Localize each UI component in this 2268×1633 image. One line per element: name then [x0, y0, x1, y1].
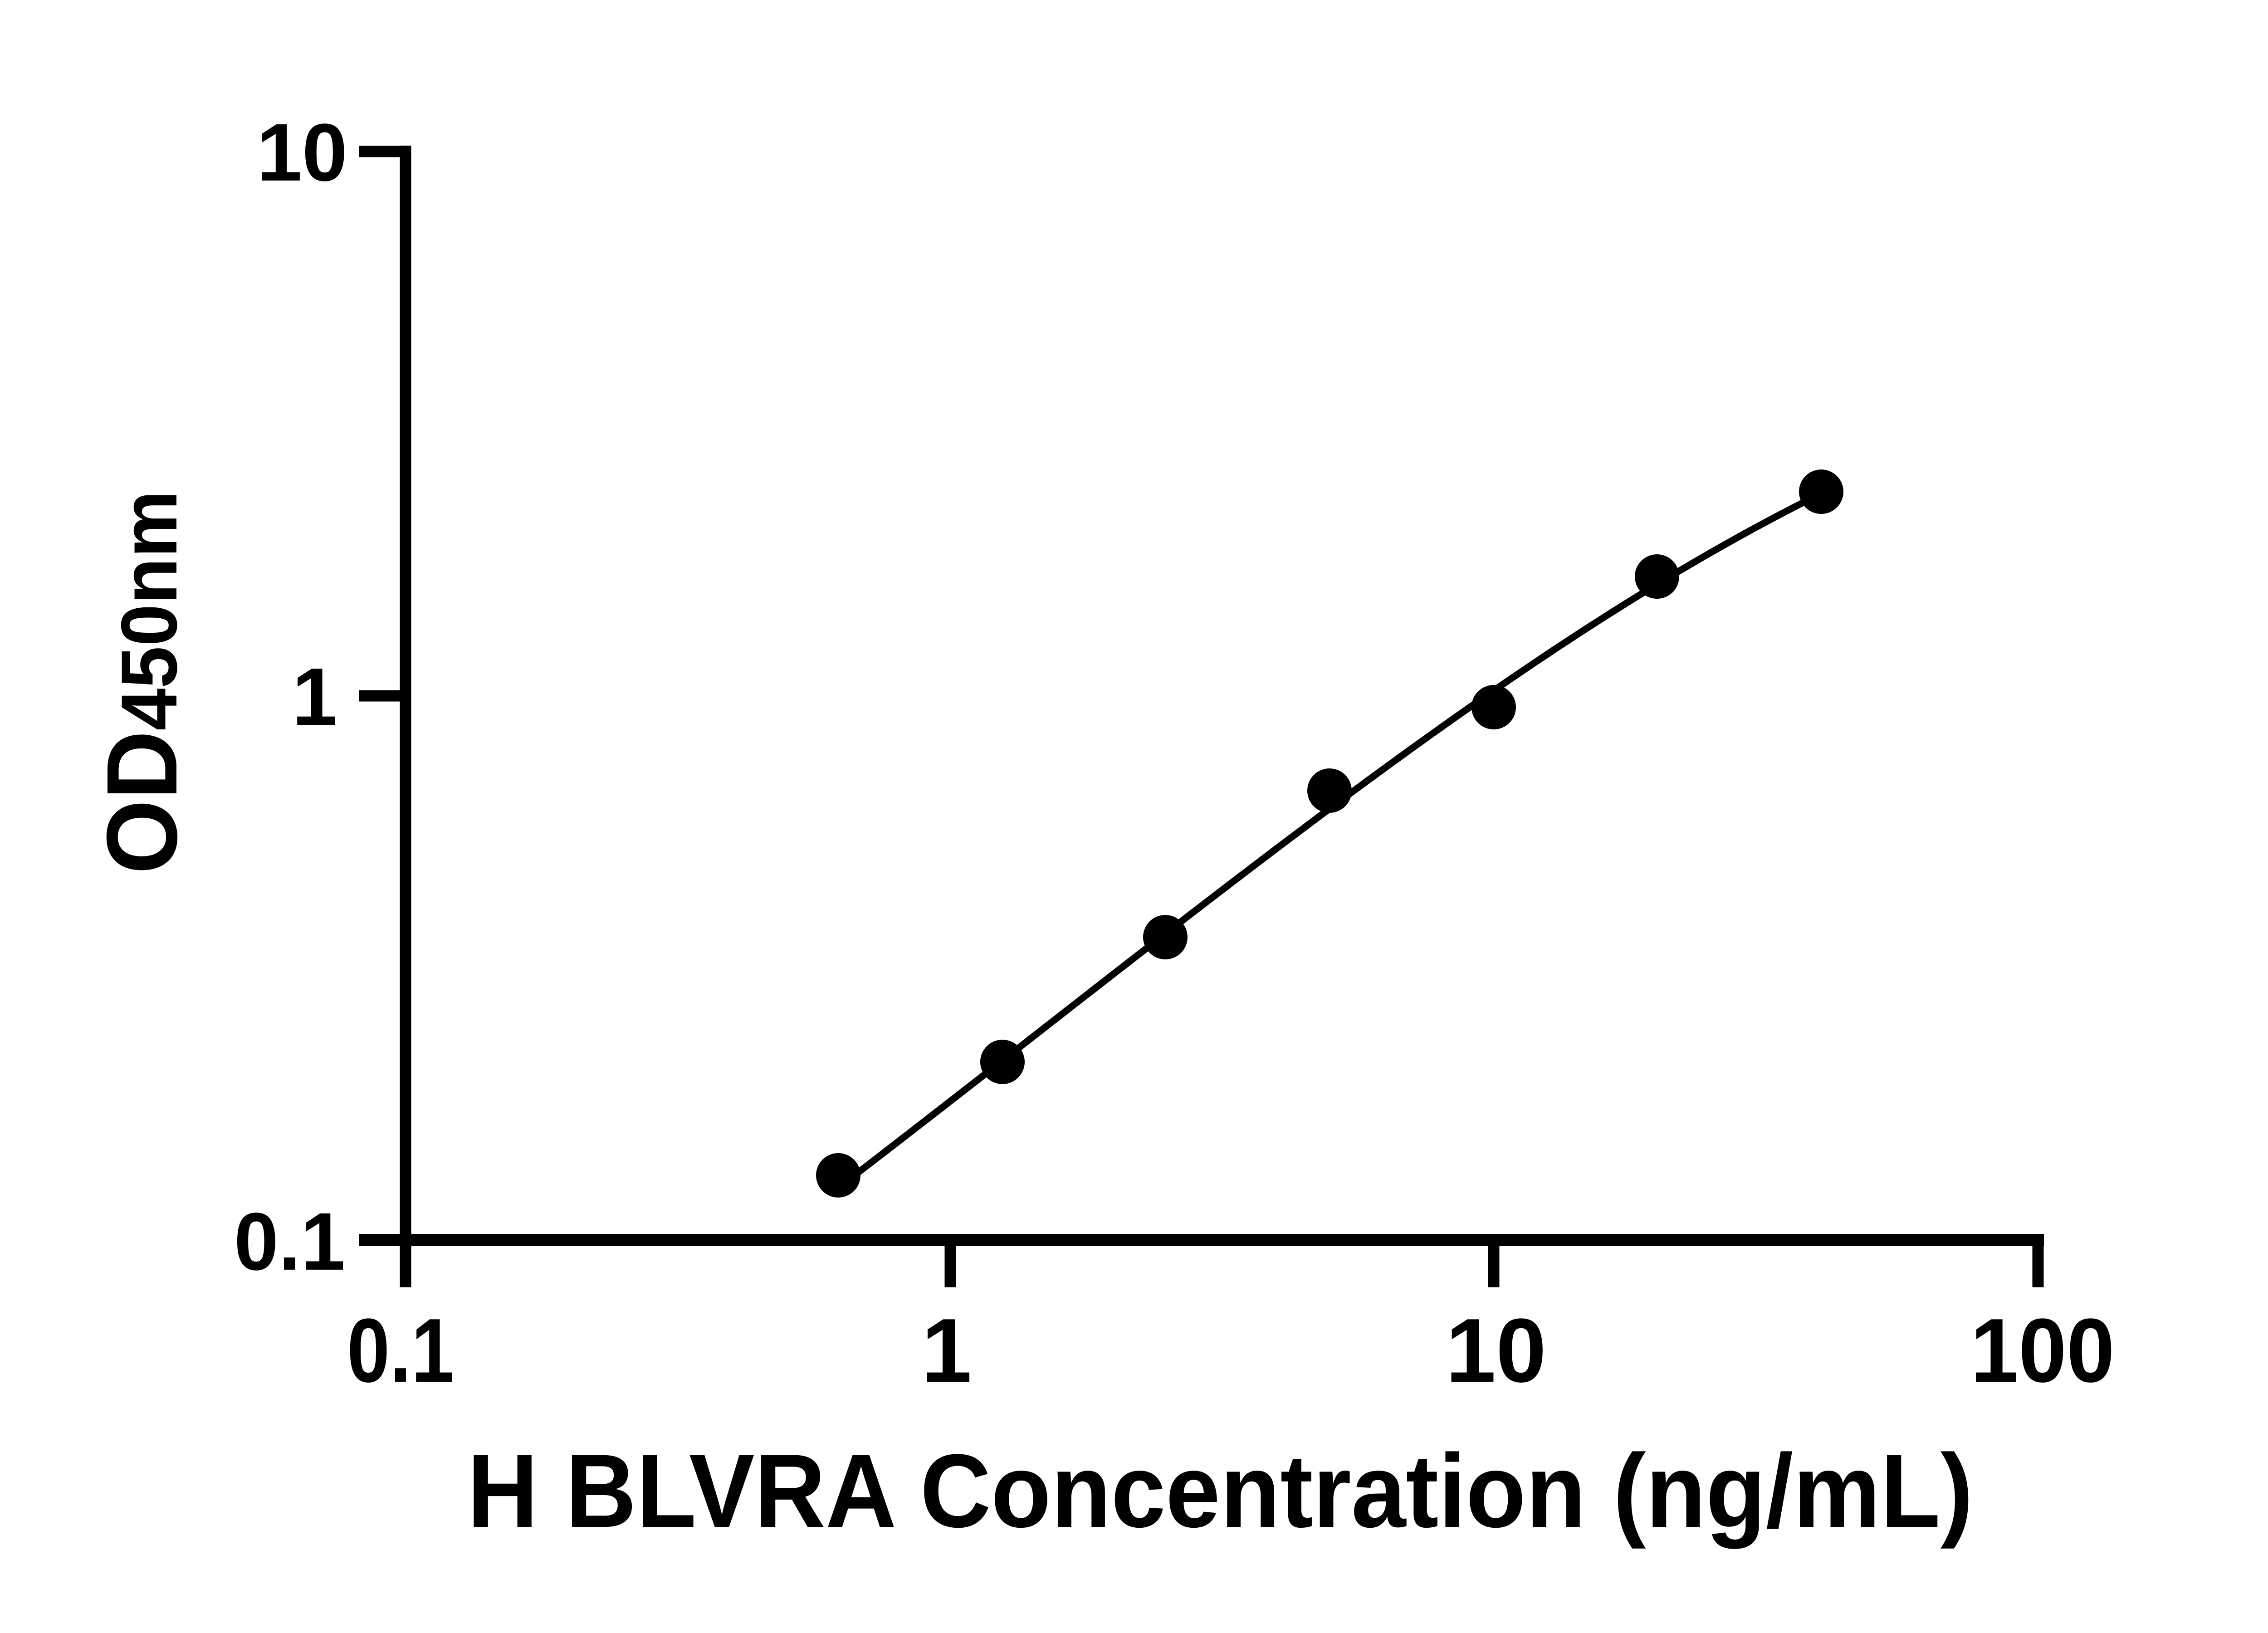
svg-text:100: 100: [1970, 1300, 2115, 1401]
svg-text:1: 1: [921, 1300, 972, 1401]
svg-text:10: 10: [1446, 1300, 1546, 1401]
svg-text:OD450nm: OD450nm: [86, 490, 198, 874]
svg-text:H BLVRA Concentration (ng/mL): H BLVRA Concentration (ng/mL): [467, 1433, 1973, 1549]
svg-text:1: 1: [292, 651, 337, 743]
svg-text:0.1: 0.1: [347, 1300, 454, 1401]
svg-text:10: 10: [257, 107, 347, 198]
svg-text:0.1: 0.1: [234, 1196, 345, 1287]
